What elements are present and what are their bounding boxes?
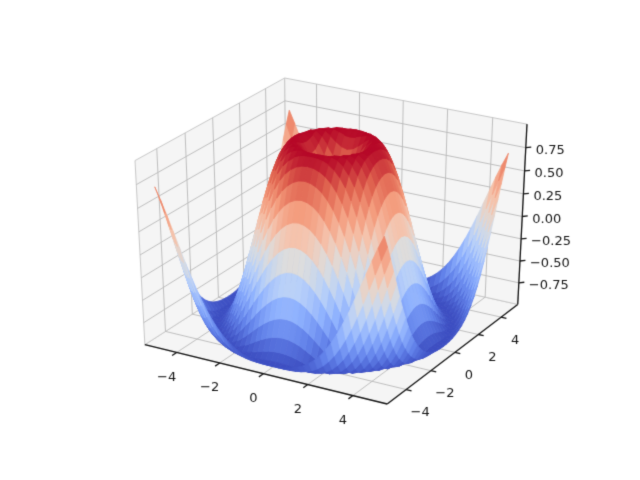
figure	[0, 0, 640, 480]
surface-plot-canvas	[0, 0, 640, 480]
